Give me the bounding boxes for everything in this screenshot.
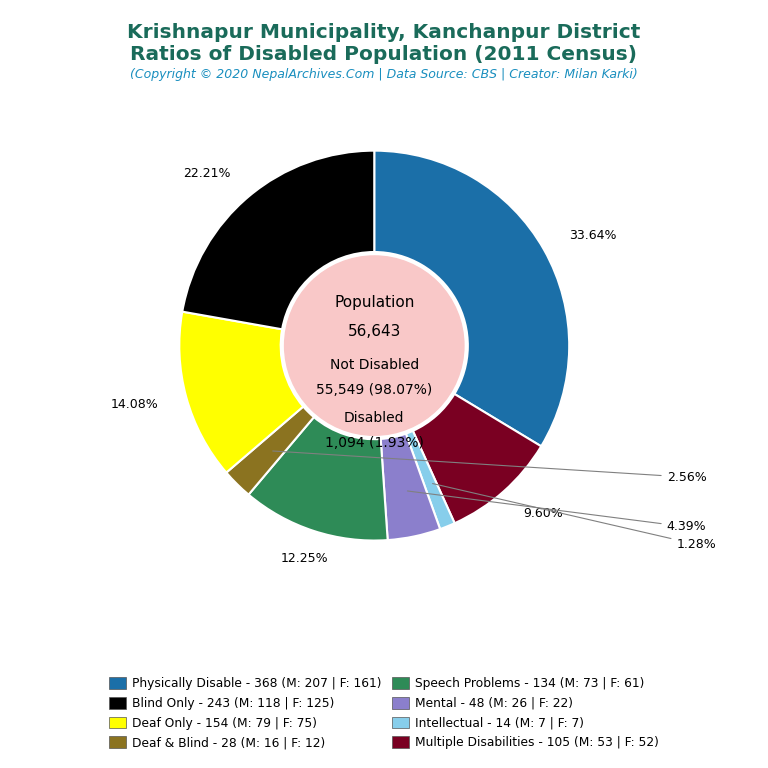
- Wedge shape: [227, 406, 314, 495]
- Text: Not Disabled: Not Disabled: [329, 358, 419, 372]
- Text: 55,549 (98.07%): 55,549 (98.07%): [316, 383, 432, 397]
- Wedge shape: [413, 394, 541, 523]
- Text: Krishnapur Municipality, Kanchanpur District: Krishnapur Municipality, Kanchanpur Dist…: [127, 23, 641, 42]
- Text: 1,094 (1.93%): 1,094 (1.93%): [325, 436, 424, 450]
- Text: 56,643: 56,643: [348, 324, 401, 339]
- Text: Population: Population: [334, 295, 415, 310]
- Text: Disabled: Disabled: [344, 411, 405, 425]
- Text: 4.39%: 4.39%: [407, 491, 707, 533]
- Text: (Copyright © 2020 NepalArchives.Com | Data Source: CBS | Creator: Milan Karki): (Copyright © 2020 NepalArchives.Com | Da…: [130, 68, 638, 81]
- Wedge shape: [249, 417, 388, 541]
- Text: 1.28%: 1.28%: [432, 484, 717, 551]
- Wedge shape: [179, 312, 303, 472]
- Text: 12.25%: 12.25%: [281, 552, 329, 565]
- Legend: Physically Disable - 368 (M: 207 | F: 161), Blind Only - 243 (M: 118 | F: 125), : Physically Disable - 368 (M: 207 | F: 16…: [104, 672, 664, 754]
- Text: 33.64%: 33.64%: [570, 229, 617, 242]
- Text: Ratios of Disabled Population (2011 Census): Ratios of Disabled Population (2011 Cens…: [131, 45, 637, 64]
- Text: 14.08%: 14.08%: [111, 399, 158, 412]
- Wedge shape: [374, 151, 569, 446]
- Text: 9.60%: 9.60%: [523, 507, 563, 520]
- Text: 22.21%: 22.21%: [183, 167, 230, 180]
- Circle shape: [285, 256, 464, 435]
- Wedge shape: [406, 431, 455, 529]
- Text: 2.56%: 2.56%: [273, 451, 707, 484]
- Wedge shape: [381, 434, 440, 540]
- Wedge shape: [182, 151, 374, 329]
